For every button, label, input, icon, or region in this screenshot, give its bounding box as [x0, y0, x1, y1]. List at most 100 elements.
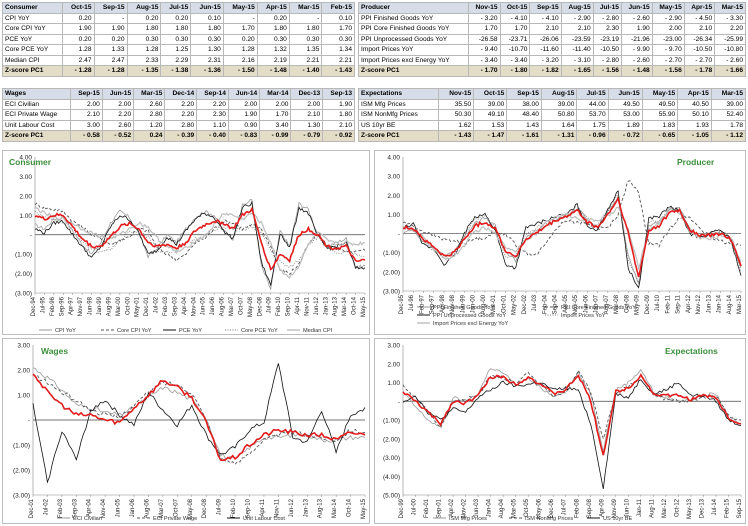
y-tick-label: (3.00) — [13, 493, 30, 500]
legend-entry: PPI Core Finished Goods YoY — [561, 305, 636, 311]
table-cell: - 1.05 — [677, 130, 712, 142]
table-cell: 49.50 — [641, 98, 679, 110]
table-cell: 35.50 — [438, 98, 475, 110]
table-cell: - 4.10 — [499, 12, 531, 24]
x-tick-label: Jan-11 — [637, 498, 643, 517]
table-cell: 0.20 — [93, 33, 128, 45]
series-line — [34, 205, 366, 279]
table-row: ECI Civilian 2.00 2.00 2.60 2.20 2.20 2.00 2.00… — [1, 98, 355, 110]
table-cell: - 2.60 — [620, 12, 653, 24]
table-cell: - 1.48 — [620, 65, 653, 77]
table-cell: - 0.96 — [576, 130, 609, 142]
row-label: US 10yr BE — [357, 119, 440, 131]
table-cell: 1.64 — [540, 119, 578, 131]
x-tick-label: Jan-07 — [594, 294, 600, 313]
table-cell: - 3.30 — [714, 12, 746, 24]
table-cell: 2.30 — [196, 109, 229, 121]
header-row: Expectations Nov-15 Oct-15 Sep-15 Aug-15 Jul-… — [357, 88, 747, 100]
consumer-table: Consumer Oct-15 Sep-15 Aug-15 Jul-15 Jun-15 Ma… — [2, 2, 355, 77]
legend-entry: PPI Finished Goods YoY — [433, 305, 495, 311]
table-cell: 2.20 — [164, 98, 198, 110]
table-cell: 44.00 — [576, 98, 609, 110]
table-cell: 1.10 — [196, 119, 229, 131]
table-cell: 1.80 — [322, 109, 355, 121]
x-tick-label: Feb-03 — [163, 296, 169, 316]
x-tick-label: Mar-07 — [229, 296, 235, 316]
x-tick-label: Nov-97 — [78, 296, 84, 316]
x-tick-label: Dec-08 — [257, 296, 263, 316]
table-cell: - 1.47 — [473, 130, 508, 142]
x-tick-label: Aug-00 — [481, 294, 487, 314]
x-tick-label: Sep-10 — [286, 296, 292, 316]
table-cell: - 2.80 — [592, 54, 622, 66]
table-cell: Jul-15 — [592, 2, 622, 14]
table-cell: 0.30 — [190, 33, 224, 45]
x-tick-label: Jun-10 — [624, 498, 630, 517]
table-cell: - 3.40 — [467, 54, 501, 66]
table-cell: 1.70 — [499, 23, 531, 35]
table-cell: May-15 — [641, 88, 679, 100]
legend-entry: Unit Labour Cost — [243, 516, 285, 522]
x-tick-label: Apr-04 — [87, 498, 93, 517]
y-tick-label: 2.00 — [387, 361, 400, 368]
x-tick-label: Jul-96 — [409, 294, 415, 311]
table-cell: 2.10 — [70, 109, 103, 121]
x-tick-label: Jul-02 — [154, 296, 160, 313]
x-tick-label: Sep-96 — [59, 296, 65, 316]
y-tick-label: - — [398, 399, 400, 406]
table-cell: 48.40 — [506, 109, 542, 121]
header-row: Consumer Oct-15 Sep-15 Aug-15 Jul-15 Jun-15 Ma… — [2, 2, 355, 14]
table-cell: 1.33 — [93, 44, 128, 56]
y-tick-label: 1.00 — [387, 380, 400, 387]
table-cell: Jun-15 — [190, 2, 224, 14]
table-cell: Oct-15 — [499, 2, 531, 14]
table-cell: -25.99 — [714, 33, 746, 45]
y-tick-label: 3.00 — [387, 174, 400, 181]
table-cell: 2.31 — [190, 54, 224, 66]
table-cell: - 1.36 — [190, 65, 224, 77]
x-tick-label: Jun-05 — [201, 296, 207, 315]
x-tick-label: Sep-04 — [553, 294, 559, 314]
table-cell: - 0.83 — [227, 130, 261, 142]
table-cell: - 1.43 — [321, 65, 355, 77]
table-cell: - 3.10 — [560, 54, 594, 66]
x-tick-label: Jan-13 — [303, 498, 309, 517]
table-cell: - 1.80 — [499, 65, 531, 77]
table-cell: 2.10 — [322, 119, 355, 131]
table-cell: 1.80 — [126, 23, 162, 35]
legend-entry: PCE YoY — [179, 328, 202, 334]
series-line — [402, 192, 742, 284]
table-cell: Sep-13 — [322, 88, 355, 100]
x-tick-label: Sep-11 — [676, 294, 682, 314]
table-cell: 2.00 — [259, 98, 292, 110]
table-cell: 2.20 — [164, 109, 198, 121]
table-cell: -23.00 — [651, 33, 685, 45]
table-cell: Mar-15 — [133, 88, 166, 100]
x-tick-label: Aug-14 — [727, 294, 733, 314]
table-row: US 10yr BE 1.62 1.53 1.43 1.64 1.75 1.89 1.83 1.… — [357, 119, 747, 131]
x-tick-label: Aug-07 — [604, 294, 610, 314]
table-cell: Apr-15 — [683, 2, 716, 14]
table-cell: - 0.79 — [290, 130, 324, 142]
table-cell: Mar-15 — [710, 88, 747, 100]
x-tick-label: Jun-13 — [706, 294, 712, 313]
legend-entry: Import Prices excl Energy YoY — [433, 321, 509, 327]
table-cell: Jun-15 — [101, 88, 135, 100]
chart-title: Producer — [677, 157, 715, 167]
table-cell: - 1.43 — [438, 130, 475, 142]
expectations-table: Expectations Nov-15 Oct-15 Sep-15 Aug-15 Jul-… — [357, 88, 747, 142]
table-cell: - 1.65 — [560, 65, 594, 77]
table-cell: 1.20 — [133, 119, 166, 131]
header-row: Wages Sep-15 Jun-15 Mar-15 Dec-14 Sep-14 Jun-1… — [1, 88, 355, 100]
series-line — [32, 363, 366, 484]
series-line — [32, 367, 366, 460]
x-tick-label: Feb-01 — [424, 498, 430, 518]
table-cell: - 0.65 — [641, 130, 679, 142]
x-tick-label: Sep-03 — [172, 296, 178, 316]
table-cell: 50.30 — [438, 109, 475, 121]
table-cell: Apr-15 — [677, 88, 712, 100]
table-cell: Jul-15 — [160, 2, 192, 14]
y-tick-label: 1.00 — [19, 213, 32, 220]
x-tick-label: May-13 — [687, 498, 693, 519]
table-cell: 1.89 — [607, 119, 643, 131]
